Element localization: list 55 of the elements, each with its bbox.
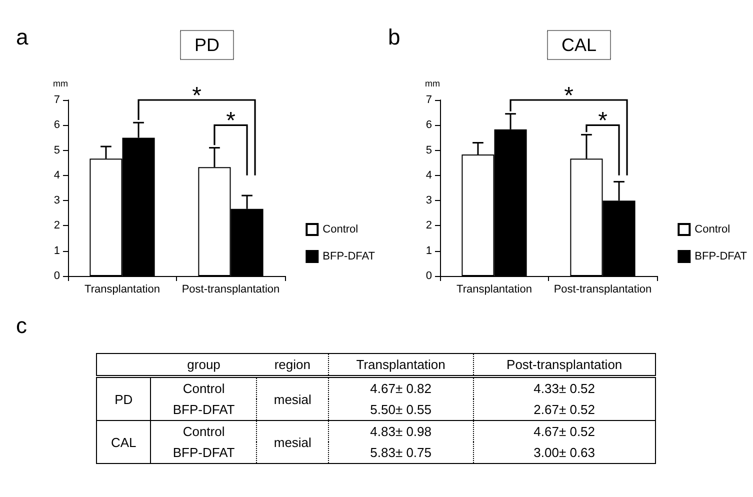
text: b (388, 24, 400, 50)
x-tick-label: Post-transplantation (182, 284, 280, 296)
category-label: Post-transplantation (506, 357, 622, 372)
category-label: Transplantation (356, 357, 446, 372)
y-tick-label: 7 (426, 94, 432, 106)
text: Control (182, 424, 225, 439)
text: 5.83± 0.75 (370, 445, 432, 460)
x-tick-label: Post-transplantation (554, 284, 652, 296)
y-tick-label: 1 (426, 244, 432, 257)
y-tick-label: 5 (426, 144, 432, 156)
text: 4.33± 0.52 (534, 381, 596, 396)
legend-label: Control (322, 224, 358, 236)
chart-title: CAL (110, 434, 136, 450)
y-tick-label: 7 (54, 94, 60, 106)
text: Control (182, 381, 225, 396)
text: BFP-DFAT (172, 402, 235, 417)
text: mesial (272, 390, 312, 408)
text: 4.67± 0.52 (534, 424, 596, 439)
text: c (16, 313, 27, 339)
text: 3.00± 0.63 (534, 445, 596, 460)
y-tick-label: 6 (426, 119, 432, 132)
legend-label: Control (694, 224, 730, 236)
y-tick-label: 1 (54, 244, 60, 257)
y-tick-label: 3 (54, 194, 60, 207)
text: 4.67± 0.82 (370, 381, 432, 396)
y-tick-label: 6 (54, 119, 60, 132)
text: group (186, 356, 222, 374)
text: a (16, 24, 29, 50)
y-tick-label: 4 (54, 169, 60, 182)
legend-label: BFP-DFAT (322, 250, 376, 262)
legend-label: BFP-DFAT (694, 250, 748, 262)
annotation: * (564, 82, 574, 110)
text: 2.67± 0.52 (534, 402, 596, 417)
y-tick-label: 2 (54, 220, 60, 232)
chart-title: PD (194, 35, 220, 55)
y-tick-label: 3 (426, 194, 432, 207)
text: 4.83± 0.98 (370, 424, 432, 439)
y-axis-title: mm (425, 78, 440, 88)
annotation: * (226, 108, 236, 135)
y-tick-label: 0 (54, 270, 60, 282)
annotation: * (192, 82, 202, 110)
text: mesial (272, 434, 312, 452)
y-tick-label: 5 (54, 144, 60, 156)
annotation: * (598, 108, 608, 135)
text: region (273, 356, 312, 374)
chart-title: PD (114, 392, 133, 406)
y-tick-label: 4 (426, 169, 432, 182)
x-tick-label: Transplantation (456, 284, 532, 296)
text: BFP-DFAT (172, 445, 235, 460)
y-tick-label: 2 (426, 220, 432, 232)
text: 5.50± 0.55 (370, 402, 432, 417)
y-axis-title: mm (53, 78, 68, 88)
y-tick-label: 0 (426, 270, 432, 282)
chart-title: CAL (561, 35, 597, 55)
x-tick-label: Transplantation (84, 284, 160, 296)
